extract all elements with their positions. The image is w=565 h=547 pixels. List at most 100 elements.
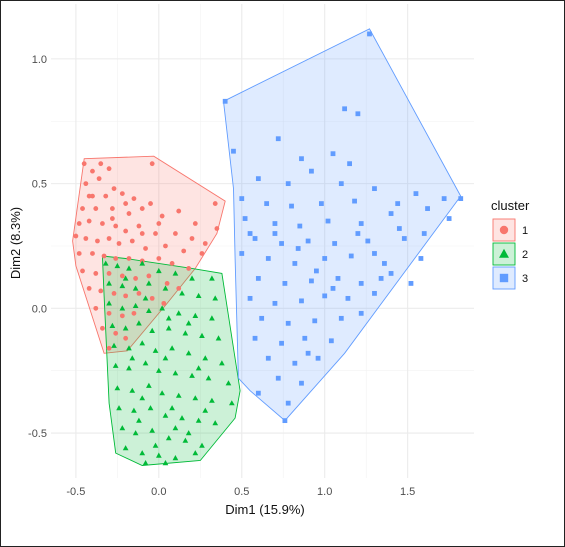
data-point-cluster-3 <box>388 271 394 276</box>
data-point-cluster-1 <box>116 241 122 246</box>
data-point-cluster-1 <box>98 161 104 167</box>
data-point-cluster-1 <box>136 223 142 229</box>
data-point-cluster-1 <box>113 223 119 229</box>
data-point-cluster-1 <box>186 266 192 271</box>
data-point-cluster-1 <box>156 256 162 261</box>
data-point-cluster-3 <box>222 98 228 104</box>
data-point-cluster-1 <box>173 231 178 236</box>
data-point-cluster-2 <box>156 267 162 274</box>
legend-label-1: 1 <box>522 225 528 237</box>
data-point-cluster-1 <box>96 176 102 182</box>
data-point-cluster-3 <box>365 238 371 244</box>
data-point-cluster-1 <box>123 293 129 299</box>
data-point-cluster-3 <box>395 201 401 206</box>
data-point-cluster-2 <box>185 430 192 436</box>
data-point-cluster-1 <box>169 261 175 266</box>
x-tick-label: 0.5 <box>234 486 249 498</box>
data-point-cluster-2 <box>225 380 232 386</box>
data-point-cluster-3 <box>338 315 344 321</box>
x-tick-label: -0.5 <box>66 486 85 498</box>
data-point-cluster-3 <box>272 221 278 226</box>
data-point-cluster-3 <box>299 156 304 162</box>
data-point-cluster-2 <box>169 405 175 411</box>
data-point-cluster-1 <box>143 246 148 251</box>
data-point-cluster-1 <box>159 213 165 219</box>
data-point-cluster-2 <box>116 405 122 411</box>
data-point-cluster-1 <box>86 193 92 199</box>
data-point-cluster-1 <box>95 238 100 244</box>
data-point-cluster-3 <box>330 151 336 157</box>
data-point-cluster-2 <box>165 435 172 441</box>
data-point-cluster-1 <box>106 166 112 172</box>
data-point-cluster-2 <box>122 325 129 331</box>
data-point-cluster-2 <box>195 365 202 371</box>
data-point-cluster-3 <box>279 340 284 346</box>
data-point-cluster-2 <box>182 437 189 443</box>
data-point-cluster-3 <box>401 236 407 241</box>
data-point-cluster-2 <box>159 305 165 311</box>
data-point-cluster-3 <box>289 203 294 209</box>
data-point-cluster-3 <box>441 196 447 201</box>
data-point-cluster-3 <box>458 196 464 201</box>
data-point-cluster-1 <box>83 181 89 187</box>
data-point-cluster-1 <box>119 313 125 319</box>
data-point-cluster-3 <box>272 300 278 306</box>
data-point-cluster-2 <box>129 387 136 393</box>
data-point-cluster-1 <box>164 281 170 286</box>
data-point-cluster-3 <box>372 186 377 192</box>
data-point-cluster-3 <box>299 380 304 386</box>
data-point-cluster-2 <box>146 280 152 286</box>
data-point-cluster-3 <box>312 318 318 324</box>
data-point-cluster-2 <box>156 452 162 458</box>
x-tick-label: 1.5 <box>400 486 415 498</box>
data-point-cluster-3 <box>446 216 452 221</box>
data-point-cluster-3 <box>425 206 430 211</box>
data-point-cluster-3 <box>408 281 414 286</box>
data-point-cluster-1 <box>136 290 142 296</box>
data-point-cluster-3 <box>342 106 348 112</box>
data-point-cluster-1 <box>106 345 112 351</box>
data-point-cluster-1 <box>113 330 119 336</box>
data-point-cluster-1 <box>90 251 95 256</box>
data-point-cluster-2 <box>146 307 152 313</box>
data-point-cluster-2 <box>147 405 154 411</box>
data-point-cluster-3 <box>285 400 291 406</box>
data-point-cluster-1 <box>161 300 167 306</box>
data-point-cluster-3 <box>358 310 364 316</box>
data-point-cluster-1 <box>106 236 112 241</box>
data-point-cluster-2 <box>212 420 219 426</box>
data-point-cluster-2 <box>169 345 175 351</box>
data-point-cluster-1 <box>73 233 79 239</box>
data-point-cluster-2 <box>106 300 112 306</box>
data-point-cluster-2 <box>202 407 209 413</box>
data-point-cluster-3 <box>345 295 351 301</box>
data-point-cluster-2 <box>189 275 195 281</box>
data-point-cluster-2 <box>139 450 146 456</box>
data-point-cluster-1 <box>123 335 129 341</box>
data-point-cluster-3 <box>378 276 384 281</box>
data-point-cluster-1 <box>83 236 89 241</box>
data-point-cluster-3 <box>265 355 271 361</box>
data-point-cluster-2 <box>139 340 146 346</box>
data-point-cluster-1 <box>106 310 112 316</box>
data-point-cluster-2 <box>199 332 205 338</box>
data-point-cluster-1 <box>90 193 95 199</box>
data-point-cluster-3 <box>285 181 291 187</box>
data-point-cluster-2 <box>209 397 215 403</box>
data-point-cluster-2 <box>131 407 137 413</box>
data-point-cluster-1 <box>119 191 125 197</box>
legend-marker-3 <box>499 273 509 283</box>
data-point-cluster-2 <box>114 385 121 391</box>
data-point-cluster-3 <box>388 211 394 216</box>
data-point-cluster-2 <box>136 320 142 326</box>
data-point-cluster-3 <box>247 295 253 301</box>
data-point-cluster-2 <box>185 320 192 326</box>
data-point-cluster-3 <box>252 335 258 341</box>
data-point-cluster-3 <box>265 256 271 261</box>
data-point-cluster-3 <box>382 261 387 266</box>
data-point-cluster-2 <box>212 295 219 301</box>
data-point-cluster-2 <box>165 315 172 321</box>
data-point-cluster-1 <box>126 211 132 216</box>
data-point-cluster-2 <box>112 362 119 368</box>
data-point-cluster-1 <box>189 236 195 241</box>
